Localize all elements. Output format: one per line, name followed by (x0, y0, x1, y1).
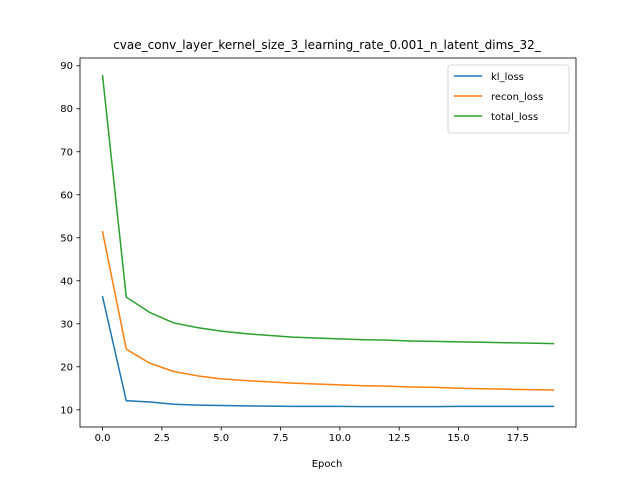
legend-label: recon_loss (491, 92, 543, 103)
legend-label: kl_loss (491, 72, 524, 83)
series-line-kl-loss (101, 295, 555, 408)
legend: kl_loss recon_loss total_loss (447, 64, 570, 134)
y-tick-label: 70 (60, 147, 73, 158)
chart-title: cvae_conv_layer_kernel_size_3_learning_r… (113, 38, 542, 52)
series-line-recon-loss (101, 230, 555, 391)
axes-frame (79, 57, 577, 428)
series-line-total-loss (101, 74, 555, 345)
x-tick-label: 10.0 (329, 433, 351, 444)
y-tick-label: 60 (60, 190, 73, 201)
plot-area: 0.0 2.5 5.0 7.5 10.0 12.5 15.0 17.5 10 20 30 40 50 60… (60, 57, 577, 444)
y-tick-label: 30 (60, 319, 73, 330)
y-tick-label: 10 (60, 405, 73, 416)
x-tick-label: 5.0 (213, 433, 229, 444)
legend-label: total_loss (491, 112, 538, 123)
y-tick-label: 80 (60, 104, 73, 115)
x-tick-label: 15.0 (447, 433, 469, 444)
x-tick-label: 7.5 (273, 433, 289, 444)
x-tick-label: 2.5 (154, 433, 170, 444)
x-axis-label: Epoch (312, 459, 343, 470)
x-tick-label: 0.0 (95, 433, 111, 444)
y-tick-label: 90 (60, 61, 73, 72)
y-tick-label: 50 (60, 233, 73, 244)
x-tick-label: 12.5 (388, 433, 410, 444)
y-tick-label: 40 (60, 276, 73, 287)
y-tick-label: 20 (60, 362, 73, 373)
x-tick-label: 17.5 (507, 433, 529, 444)
